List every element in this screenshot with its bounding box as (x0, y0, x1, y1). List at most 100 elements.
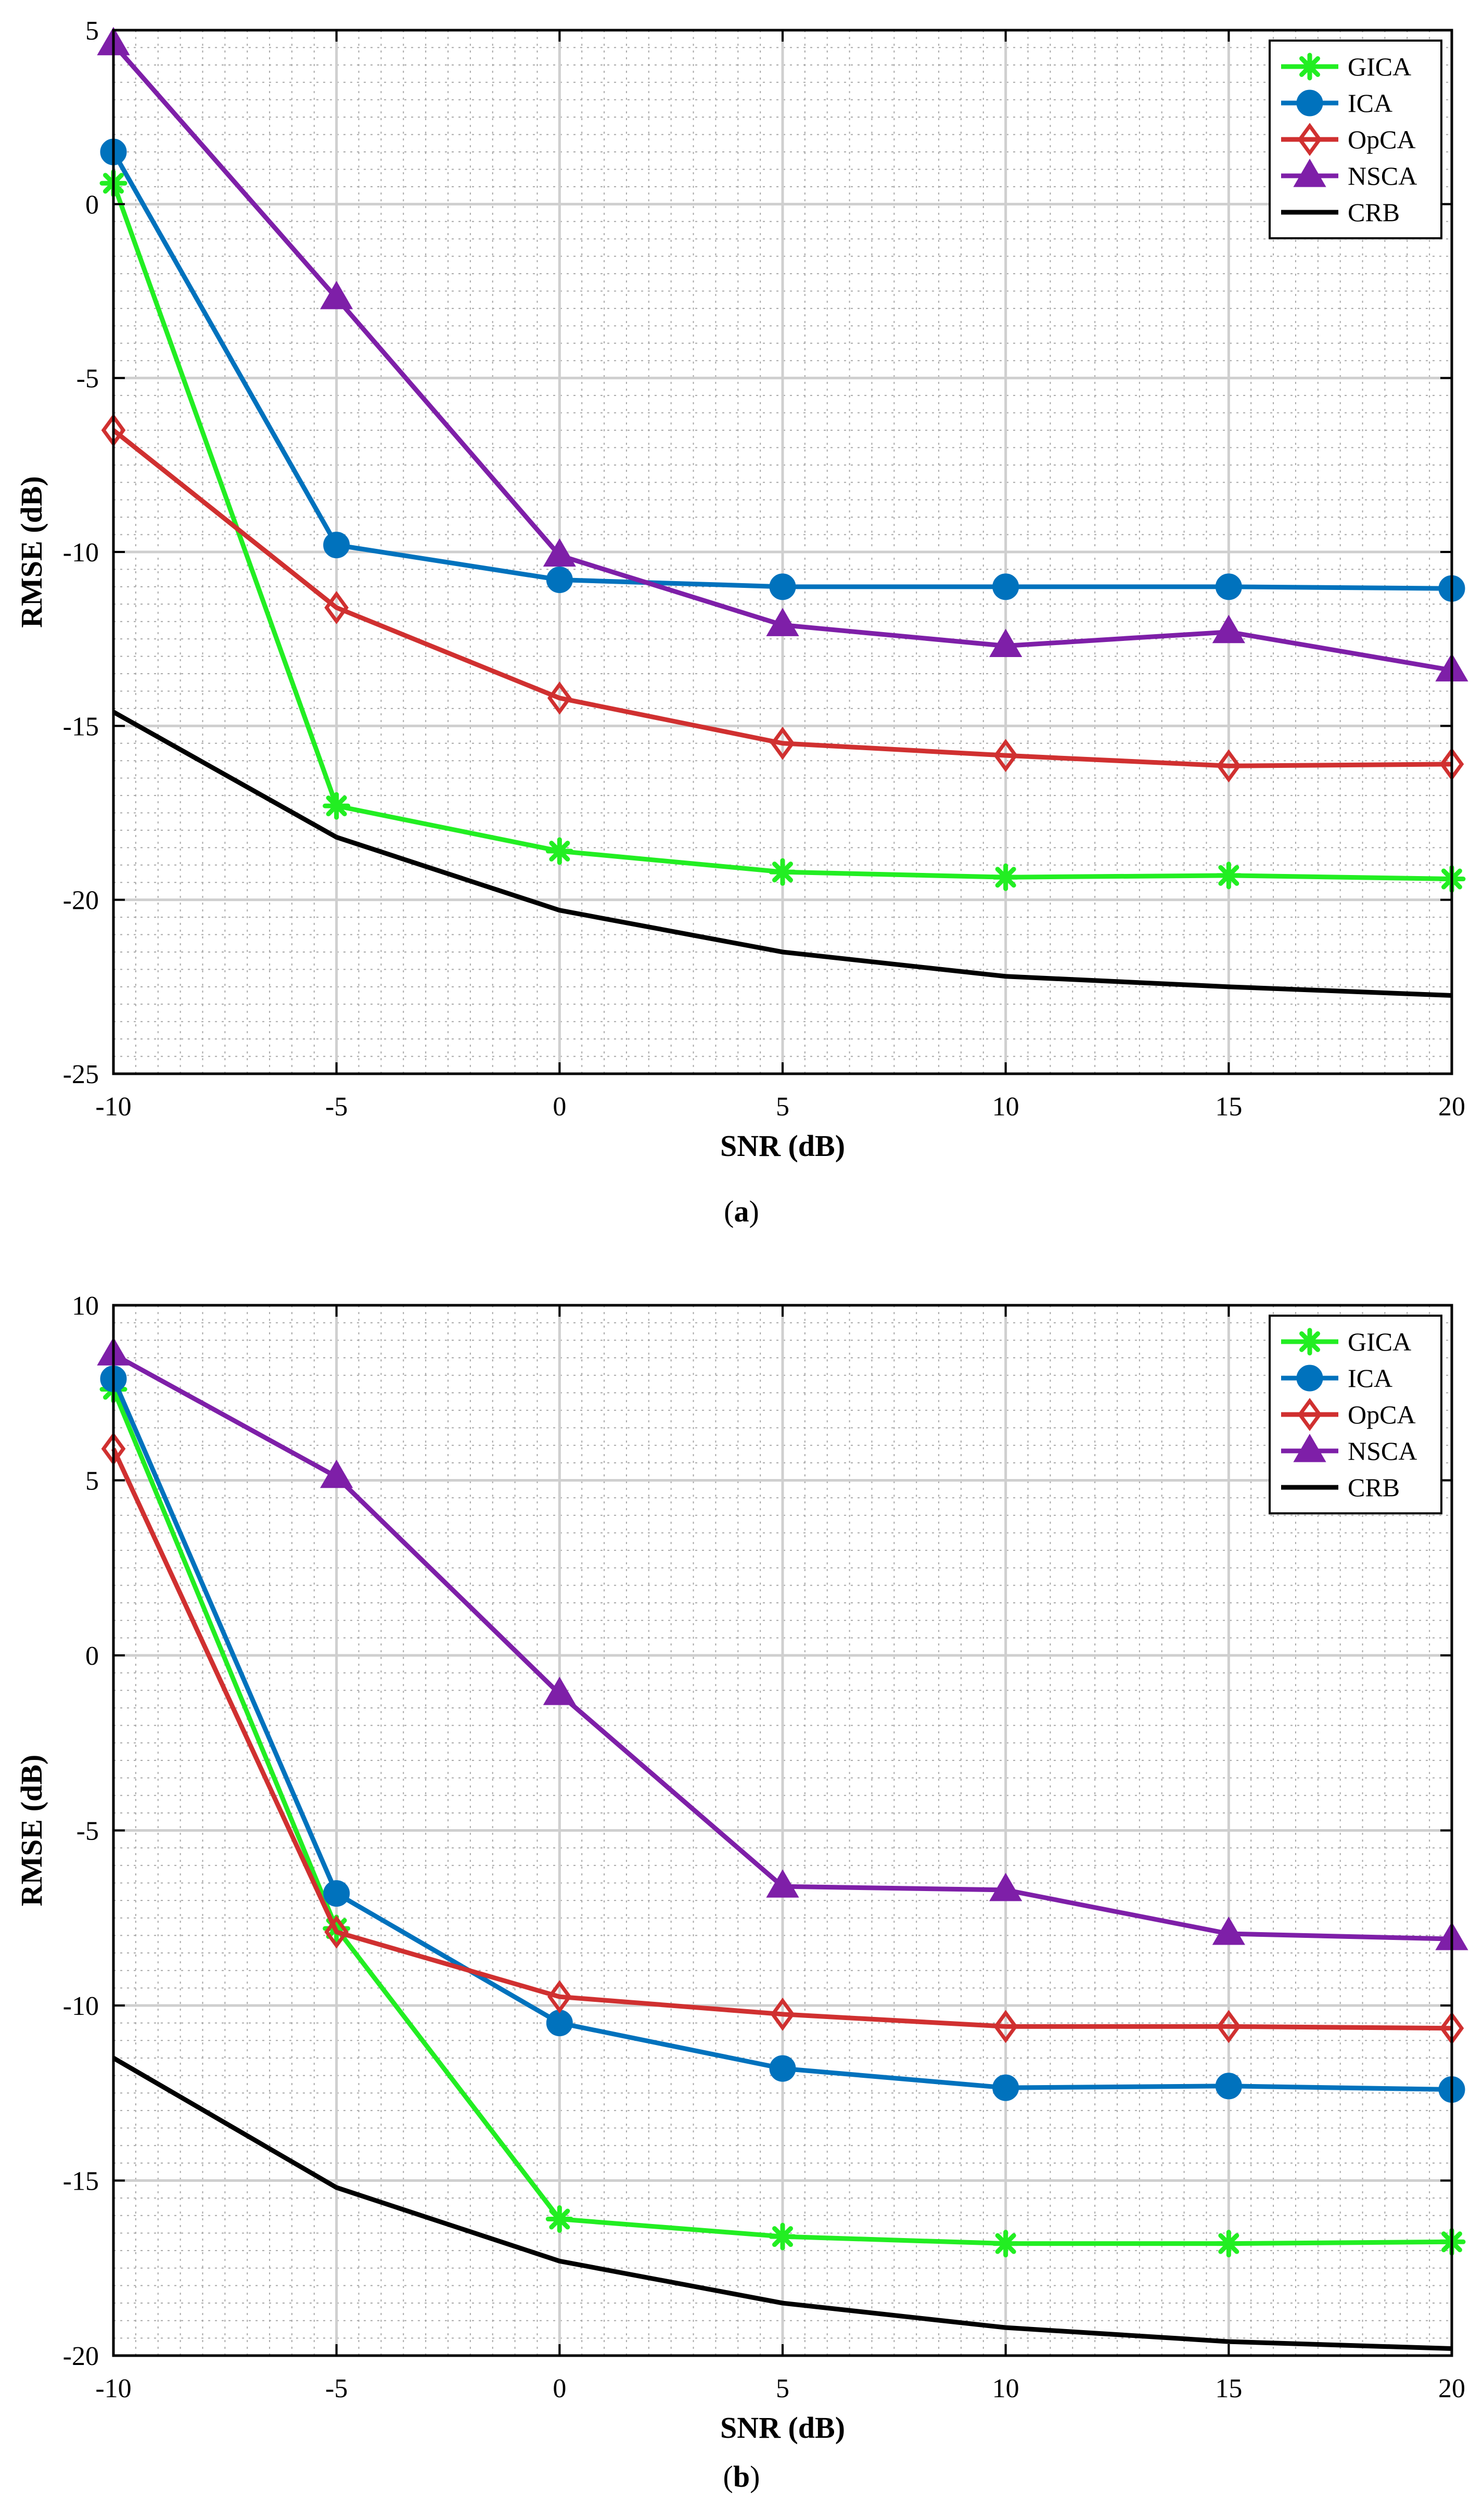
marker-nsca-1 (320, 1459, 353, 1488)
line-crb (112, 2056, 1452, 2351)
marker-opca-4 (993, 2010, 1018, 2043)
y-tick-label-1: -20 (63, 886, 99, 916)
legend-marker-opca (1297, 123, 1322, 156)
legend-label-ica: ICA (1348, 88, 1392, 118)
series-crb (112, 710, 1452, 998)
x-tick-label-2: 0 (553, 1092, 566, 1122)
marker-opca-4 (993, 739, 1018, 773)
marker-nsca-4 (989, 628, 1022, 658)
legend-marker-nsca (1293, 1434, 1326, 1462)
marker-nsca-2 (543, 1677, 576, 1705)
y-tick-label-4: 0 (85, 1641, 99, 1671)
marker-gica-3 (769, 2222, 797, 2251)
x-axis-label: SNR (dB) (720, 2411, 845, 2445)
marker-nsca-5 (1212, 1917, 1245, 1945)
y-tick-label-3: -5 (76, 1817, 99, 1846)
marker-gica-5 (1214, 2230, 1243, 2258)
tick-marks (112, 29, 1453, 1075)
x-tick-label-6: 20 (1438, 2374, 1465, 2403)
y-tick-label-0: -20 (63, 2342, 99, 2371)
chart-a: -10 -5 0 5 10 15 20 -25 -20 -15 -10 -5 0 5 SNR (dB) RMS… (15, 16, 1468, 1163)
x-tick-label-0: -10 (95, 1092, 131, 1122)
legend-label-crb: CRB (1348, 1473, 1400, 1502)
line-crb (112, 710, 1452, 998)
x-tick-label-5: 15 (1215, 2374, 1242, 2403)
x-tick-label-3: 5 (776, 2374, 789, 2403)
x-tick-label-4: 10 (992, 2374, 1019, 2403)
chart-b: -10 -5 0 5 10 15 20 -20 -15 -10 -5 0 5 10 SNR (dB) RMSE… (15, 1291, 1468, 2445)
y-tick-label-2: -10 (63, 1991, 99, 2021)
legend-marker-ica (1296, 1365, 1323, 1392)
marker-ica-1 (323, 532, 350, 559)
x-axis-label: SNR (dB) (720, 1129, 845, 1163)
x-tick-label-3: 5 (776, 1092, 789, 1122)
legend-marker-ica (1296, 89, 1323, 117)
marker-opca-5 (1216, 749, 1241, 783)
marker-nsca-1 (320, 280, 353, 310)
marker-gica-5 (1214, 862, 1243, 890)
marker-gica-3 (769, 858, 797, 886)
legend-label-gica: GICA (1348, 1327, 1411, 1356)
legend-marker-gica (1296, 53, 1324, 81)
series-ica (100, 138, 1465, 602)
x-tick-label-1: -5 (325, 2374, 348, 2403)
legend: GICA ICA OpCA NSCA CRB (1269, 1315, 1442, 1514)
series-crb (112, 2056, 1452, 2351)
marker-opca-3 (770, 1997, 795, 2031)
marker-opca-1 (324, 1915, 349, 1949)
y-tick-label-6: 5 (85, 16, 99, 46)
x-tick-label-2: 0 (553, 2374, 566, 2403)
marker-opca-2 (547, 1980, 572, 2014)
legend-marker-gica (1296, 1328, 1324, 1356)
caption-a: (a) (724, 1194, 759, 1228)
x-tick-label-5: 15 (1215, 1092, 1242, 1122)
series-ica (100, 1365, 1465, 2103)
marker-nsca-3 (766, 1869, 799, 1898)
legend: GICA ICA OpCA NSCA CRB (1269, 40, 1442, 239)
marker-ica-2 (546, 566, 573, 593)
legend-label-crb: CRB (1348, 198, 1400, 227)
chart-panel-b: -10 -5 0 5 10 15 20 -20 -15 -10 -5 0 5 10 SNR (dB) RMSE… (0, 1260, 1483, 2520)
y-tick-label-5: 0 (85, 190, 99, 220)
legend-label-nsca: NSCA (1348, 1436, 1417, 1465)
series-nsca (97, 1337, 1468, 1950)
y-tick-label-3: -10 (63, 538, 99, 568)
marker-opca-3 (770, 726, 795, 760)
caption-b-letter: b (733, 2460, 750, 2493)
line-opca (111, 1448, 1452, 2031)
legend-label-ica: ICA (1348, 1364, 1392, 1393)
marker-ica-4 (992, 573, 1019, 600)
y-axis-label: RMSE (dB) (15, 476, 48, 628)
chart-panel-a: -10 -5 0 5 10 15 20 -25 -20 -15 -10 -5 0 5 SNR (dB) RMS… (15, 16, 1468, 1228)
caption-a-letter: a (734, 1194, 749, 1228)
marker-ica-1 (323, 1880, 350, 1907)
y-tick-label-2: -15 (63, 712, 99, 741)
marker-opca-5 (1216, 2010, 1241, 2043)
marker-gica-1 (323, 792, 351, 820)
marker-gica-2 (545, 2205, 573, 2233)
x-tick-label-0: -10 (95, 2374, 131, 2403)
legend-marker-nsca (1293, 159, 1326, 187)
x-tick-label-1: -5 (325, 1092, 348, 1122)
marker-opca-1 (324, 591, 349, 624)
y-tick-label-4: -5 (76, 364, 99, 394)
x-tick-label-4: 10 (992, 1092, 1019, 1122)
y-tick-label-5: 5 (85, 1467, 99, 1496)
tick-marks (112, 1304, 1453, 2357)
caption-b: (b) (723, 2460, 760, 2493)
x-tick-label-6: 20 (1438, 1092, 1465, 1122)
marker-ica-3 (769, 573, 796, 600)
marker-ica-5 (1215, 573, 1242, 600)
marker-ica-4 (992, 2074, 1019, 2101)
y-tick-label-0: -25 (63, 1060, 99, 1089)
legend-label-opca: OpCA (1348, 125, 1416, 154)
marker-nsca-5 (1212, 614, 1245, 644)
marker-nsca-3 (766, 608, 799, 636)
y-axis-label: RMSE (dB) (15, 1755, 48, 1907)
legend-marker-opca (1297, 1398, 1322, 1431)
y-tick-label-1: -15 (63, 2167, 99, 2196)
marker-gica-4 (992, 863, 1020, 891)
legend-label-opca: OpCA (1348, 1400, 1416, 1429)
marker-ica-3 (769, 2055, 796, 2082)
marker-nsca-2 (543, 538, 576, 567)
